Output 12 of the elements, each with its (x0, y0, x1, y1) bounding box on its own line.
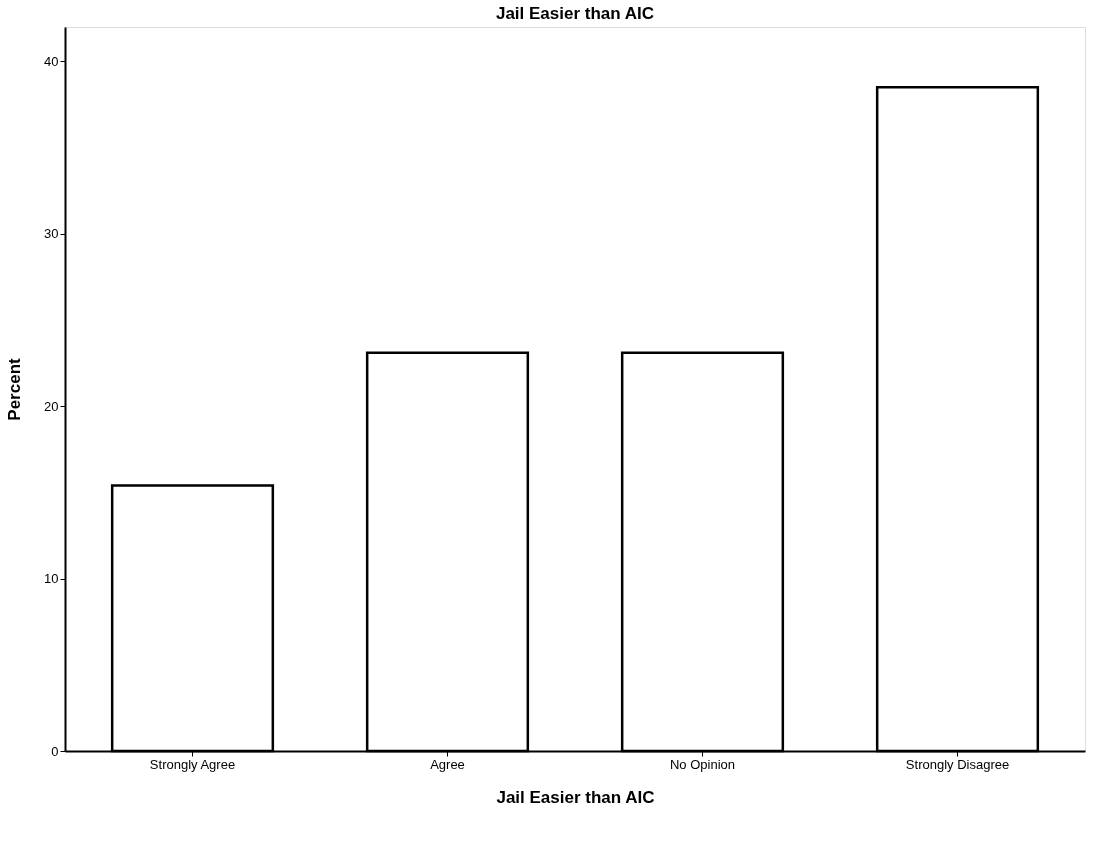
chart-title: Jail Easier than AIC (495, 4, 655, 23)
x-tick-label: No Opinion (669, 756, 736, 772)
x-axis-title: Jail Easier than AIC (496, 787, 655, 807)
x-tick-label: Agree (430, 756, 465, 772)
y-axis-title: Percent (5, 357, 25, 421)
x-tick-label: Strongly Disagree (905, 756, 1010, 772)
y-tick-label: 10 (44, 571, 59, 587)
y-tick-label: 40 (44, 53, 59, 69)
y-tick-label: 20 (44, 398, 59, 414)
y-tick-label: 30 (44, 226, 59, 242)
y-tick-label: 0 (51, 743, 59, 759)
x-tick-label: Strongly Agree (149, 756, 236, 772)
